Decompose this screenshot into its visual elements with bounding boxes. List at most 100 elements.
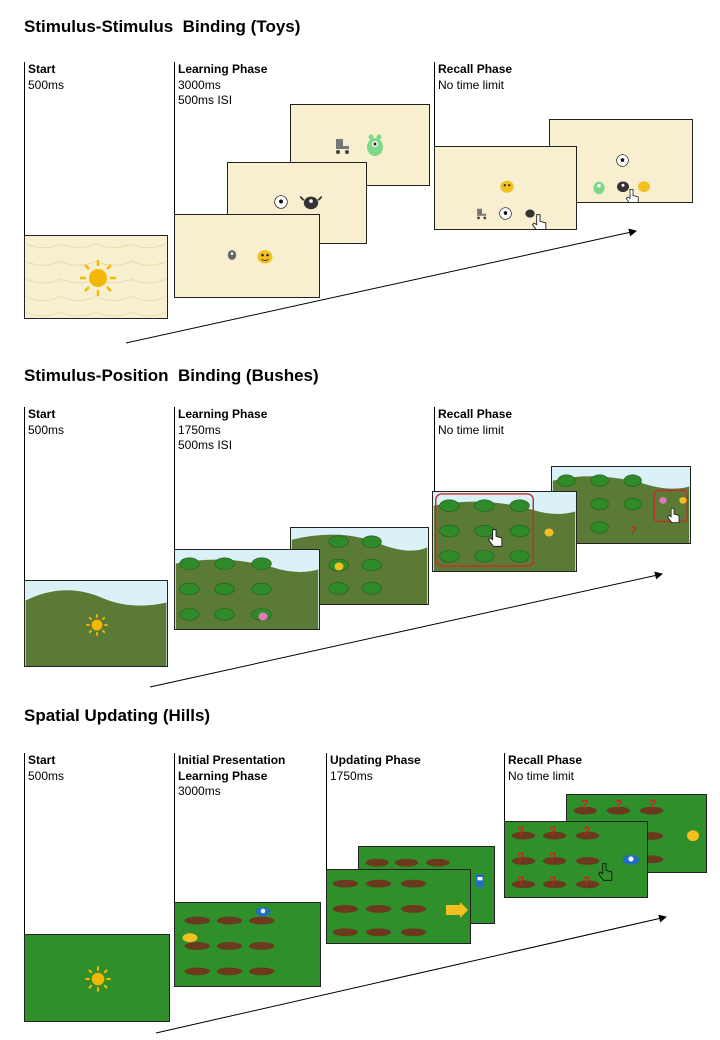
- question-mark-icon: ?: [517, 874, 525, 888]
- updating-divider: [326, 753, 327, 869]
- monster-icon: [659, 497, 667, 504]
- question-mark-icon: ?: [583, 824, 591, 838]
- question-mark-icon: ?: [615, 797, 623, 811]
- mound-grid: [332, 879, 427, 937]
- bush-learning-screen-1: [174, 549, 320, 630]
- phase-duration: 500ms: [28, 422, 65, 437]
- question-mark-icon: ?: [649, 797, 657, 811]
- monster-icon: [638, 181, 650, 192]
- monster-icon: [334, 562, 344, 571]
- sun-icon: [85, 966, 111, 992]
- monster-icon: [258, 612, 268, 621]
- phase-label-start: Start 500ms: [28, 753, 64, 784]
- phase-name: Start: [28, 753, 56, 767]
- question-mark-icon: ?: [549, 850, 557, 864]
- roller-skate-icon: [477, 208, 487, 220]
- phase-name: Learning Phase: [178, 62, 268, 76]
- phase-name: Recall Phase: [438, 62, 513, 76]
- hill-recall-screen-1: ? ? ? ? ? ? ? ?: [504, 821, 648, 898]
- pointer-hand-icon: [487, 529, 503, 547]
- hill-landscape: [433, 493, 576, 571]
- recall-divider: [504, 753, 505, 821]
- question-mark-icon: ?: [517, 824, 525, 838]
- monster-icon: [367, 134, 383, 156]
- roller-skate-icon: [336, 139, 349, 154]
- phase-label-recall: Recall Phase No time limit: [508, 753, 582, 784]
- phase-label-recall: Recall Phase No time limit: [438, 407, 512, 438]
- monster-icon: [255, 907, 271, 917]
- monster-icon: [687, 830, 699, 841]
- phase-label-learning: Learning Phase 1750ms 500ms ISI: [178, 407, 267, 454]
- toy-recall-screen-1: [434, 146, 577, 230]
- mound-grid: [511, 831, 600, 889]
- monster-icon: [525, 209, 535, 218]
- monster-icon: [257, 250, 273, 264]
- phase-isi: 500ms ISI: [178, 438, 233, 452]
- question-mark-icon: ?: [549, 874, 557, 888]
- pointer-hand-icon: [531, 214, 547, 229]
- phase-label-recall: Recall Phase No time limit: [438, 62, 512, 93]
- question-mark-icon: ?: [517, 850, 525, 864]
- soccer-ball-icon: [499, 207, 512, 220]
- section-title-hills: Spatial Updating (Hills): [24, 706, 211, 725]
- phase-name: Learning Phase: [178, 407, 268, 421]
- phase-label-start: Start 500ms: [28, 407, 64, 438]
- phase-name: Recall Phase: [438, 407, 513, 421]
- sun-icon: [86, 614, 108, 636]
- hill-landscape: [291, 534, 428, 604]
- phase-name-2: Learning Phase: [178, 768, 268, 783]
- bush-recall-screen-1: [432, 491, 577, 572]
- phase-name: Start: [28, 62, 56, 76]
- phase-label-start: Start 500ms: [28, 62, 64, 93]
- section-title-toys: Stimulus-Stimulus Binding (Toys): [24, 17, 301, 36]
- mound-grid: [365, 858, 450, 867]
- monster-icon: [544, 528, 554, 537]
- question-mark-icon: ?: [549, 824, 557, 838]
- monster-icon: [679, 497, 687, 504]
- recall-divider: [434, 62, 435, 146]
- soccer-ball-icon: [274, 195, 288, 209]
- phase-name: Recall Phase: [508, 753, 583, 767]
- phase-isi: 500ms ISI: [178, 93, 233, 107]
- monster-icon: [617, 181, 629, 192]
- learning-divider: [174, 407, 175, 549]
- sun-icon: [80, 260, 116, 296]
- direction-arrow-icon: [475, 874, 485, 890]
- start-divider: [24, 407, 25, 581]
- recall-divider: [434, 407, 435, 491]
- monster-icon: [622, 854, 640, 865]
- phase-duration: No time limit: [438, 422, 505, 437]
- start-divider: [24, 62, 25, 236]
- phase-duration: 3000ms: [178, 77, 221, 92]
- monster-icon: [593, 181, 605, 195]
- hill-landscape: [552, 474, 690, 543]
- hill-start-screen: [24, 934, 170, 1022]
- hill-updating-screen-1: [326, 869, 471, 944]
- mound-grid: [184, 916, 275, 976]
- phase-duration: 500ms: [28, 768, 65, 783]
- monster-icon: [227, 250, 237, 260]
- monster-icon: [500, 180, 514, 193]
- pointer-hand-icon: [667, 508, 680, 523]
- hill-learning-screen: [174, 902, 321, 987]
- phase-duration: 1750ms: [330, 768, 373, 783]
- question-mark-icon: ?: [581, 797, 589, 811]
- start-divider: [24, 753, 25, 935]
- learning-divider: [174, 753, 175, 903]
- phase-label-learning: Learning Phase 3000ms 500ms ISI: [178, 62, 267, 109]
- phase-duration: 500ms: [28, 77, 65, 92]
- phase-duration: 1750ms: [178, 422, 221, 437]
- soccer-ball-icon: [616, 154, 629, 167]
- learning-divider: [174, 62, 175, 214]
- pointer-hand-icon: [625, 189, 639, 202]
- phase-name: Start: [28, 407, 56, 421]
- phase-label-updating: Updating Phase 1750ms: [330, 753, 421, 784]
- phase-name: Initial Presentation: [178, 753, 286, 767]
- monster-icon: [300, 195, 322, 210]
- direction-arrow-icon: [446, 902, 468, 918]
- section-title-bushes: Stimulus-Position Binding (Bushes): [24, 366, 319, 385]
- phase-duration: No time limit: [508, 768, 575, 783]
- hill-landscape: [175, 557, 319, 629]
- phase-duration: No time limit: [438, 77, 505, 92]
- question-mark-icon: ?: [630, 525, 637, 537]
